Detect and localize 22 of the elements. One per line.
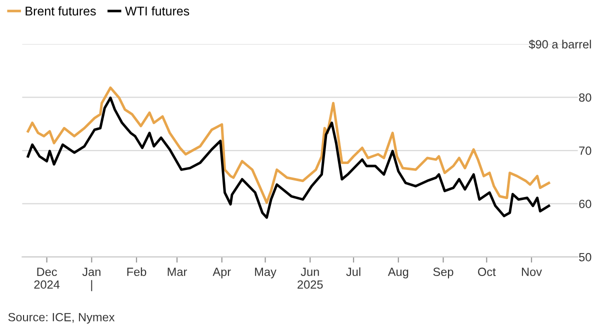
- x-tick-label: Oct: [478, 268, 496, 276]
- legend-label: WTI futures: [125, 6, 190, 16]
- y-tick-label: 50: [579, 252, 592, 262]
- y-tick-label: 70: [579, 146, 592, 155]
- x-tick-label: Jan |: [82, 268, 100, 292]
- x-tick-label: Mar: [168, 268, 187, 276]
- y-tick-label: $90 a barrel: [528, 40, 591, 50]
- x-tick-label: May: [255, 268, 276, 278]
- x-tick-label: Aug: [388, 268, 408, 278]
- line-series: [26, 86, 550, 204]
- x-tick-label: Nov: [522, 268, 542, 276]
- x-tick-label: Feb: [127, 267, 146, 276]
- source-note: Source: ICE, Nymex: [8, 312, 115, 324]
- legend-label: Brent futures: [26, 6, 96, 16]
- x-tick-label: Apr: [212, 268, 231, 278]
- y-tick-label: 60: [579, 200, 592, 208]
- line-series: [26, 96, 550, 219]
- x-tick-label: Jun 2025: [298, 268, 323, 289]
- x-tick-label: Sep: [433, 268, 454, 278]
- x-tick-label: Dec 2024: [34, 268, 60, 289]
- x-tick-label: Jul: [346, 267, 360, 276]
- y-tick-label: 80: [579, 93, 592, 102]
